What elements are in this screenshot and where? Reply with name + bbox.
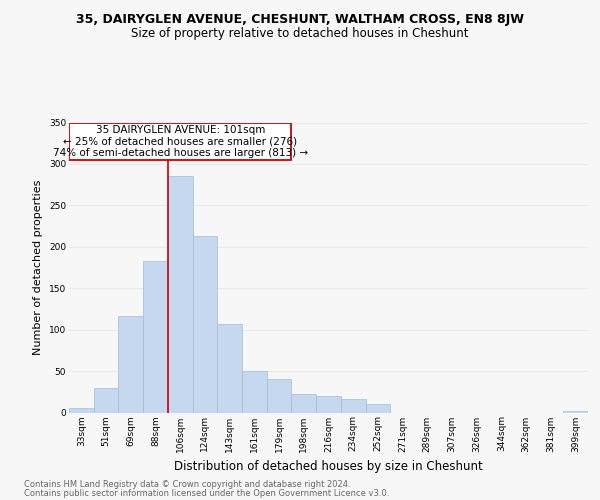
Bar <box>118 316 143 412</box>
Text: 35 DAIRYGLEN AVENUE: 101sqm: 35 DAIRYGLEN AVENUE: 101sqm <box>95 125 265 135</box>
Bar <box>69 408 94 412</box>
Text: Contains public sector information licensed under the Open Government Licence v3: Contains public sector information licen… <box>24 488 389 498</box>
Bar <box>94 388 118 412</box>
Bar <box>267 380 292 412</box>
Bar <box>242 371 267 412</box>
Bar <box>143 261 168 412</box>
Bar <box>193 236 217 412</box>
X-axis label: Distribution of detached houses by size in Cheshunt: Distribution of detached houses by size … <box>174 460 483 473</box>
Text: 35, DAIRYGLEN AVENUE, CHESHUNT, WALTHAM CROSS, EN8 8JW: 35, DAIRYGLEN AVENUE, CHESHUNT, WALTHAM … <box>76 12 524 26</box>
Text: 74% of semi-detached houses are larger (813) →: 74% of semi-detached houses are larger (… <box>53 148 308 158</box>
Bar <box>292 394 316 412</box>
Bar <box>365 404 390 412</box>
Bar <box>316 396 341 412</box>
Text: Contains HM Land Registry data © Crown copyright and database right 2024.: Contains HM Land Registry data © Crown c… <box>24 480 350 489</box>
Text: ← 25% of detached houses are smaller (276): ← 25% of detached houses are smaller (27… <box>63 136 297 146</box>
Bar <box>217 324 242 412</box>
Bar <box>168 176 193 412</box>
Bar <box>341 399 365 412</box>
Bar <box>563 411 588 412</box>
Text: Size of property relative to detached houses in Cheshunt: Size of property relative to detached ho… <box>131 28 469 40</box>
Y-axis label: Number of detached properties: Number of detached properties <box>34 180 43 355</box>
FancyBboxPatch shape <box>69 124 292 160</box>
